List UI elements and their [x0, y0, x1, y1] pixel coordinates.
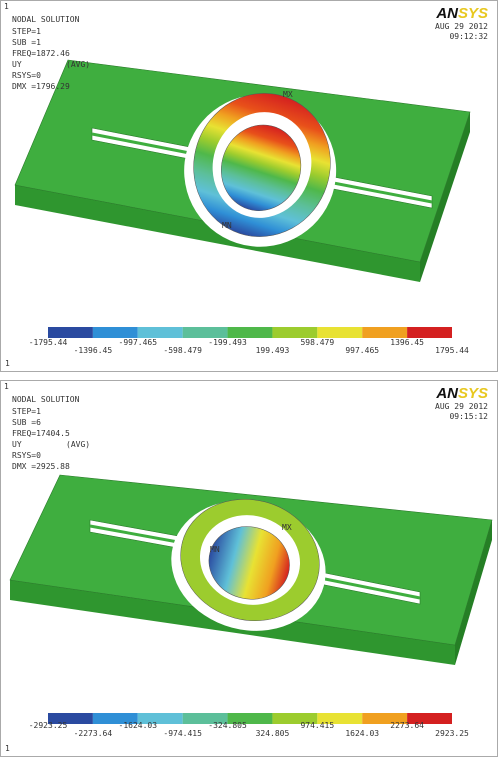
legend-label: 324.805 [256, 729, 290, 738]
avg-label: (AVG) [66, 60, 90, 69]
info-line: FREQ=17404.5 [12, 429, 70, 438]
colorbar-segment [182, 713, 228, 724]
legend-label: -1624.03 [119, 721, 158, 730]
legend-label: -2923.25 [29, 721, 68, 730]
legend-label: -2273.64 [74, 729, 113, 738]
legend-label: -974.415 [163, 729, 202, 738]
legend-label: 1795.44 [435, 346, 469, 355]
info-line: FREQ=1872.46 [12, 49, 70, 58]
max-label: MX [283, 90, 293, 99]
disk [221, 124, 302, 211]
info-line: RSYS=0 [12, 451, 41, 460]
logo: ANSYS [435, 5, 488, 22]
corner-number: 1 [4, 382, 9, 391]
info-line: DMX =1796.29 [12, 82, 70, 91]
plate-side [420, 112, 470, 282]
time: 09:15:12 [449, 412, 488, 421]
legend-label: 997.465 [345, 346, 379, 355]
disk [208, 526, 290, 600]
colorbar-segment [92, 327, 138, 338]
colorbar-segment [137, 713, 183, 724]
legend-label: -997.465 [119, 338, 158, 347]
colorbar-segment [182, 327, 228, 338]
colorbar-segment [407, 713, 452, 724]
plate-side [455, 520, 492, 665]
colorbar-segment [227, 327, 273, 338]
info-line: STEP=1 [12, 27, 41, 36]
legend-label: 974.415 [300, 721, 334, 730]
min-label: MN [210, 545, 220, 554]
legend-label: -1396.45 [74, 346, 113, 355]
logo-sys: SYS [458, 5, 488, 22]
legend-label: 199.493 [256, 346, 290, 355]
legend-label: 598.479 [300, 338, 334, 347]
bottom-number: 1 [5, 744, 10, 753]
date: AUG 29 2012 [435, 22, 488, 31]
legend-label: 1624.03 [345, 729, 379, 738]
colorbar-segment [317, 713, 363, 724]
avg-label: (AVG) [66, 440, 90, 449]
colorbar-segment [92, 713, 138, 724]
colorbar-segment [407, 327, 452, 338]
logo-sys: SYS [458, 385, 488, 402]
info-line: DMX =2925.88 [12, 462, 70, 471]
title: NODAL SOLUTION [12, 15, 80, 24]
legend-label: -324.805 [208, 721, 247, 730]
min-label: MN [222, 221, 232, 230]
colorbar-segment [48, 327, 93, 338]
date: AUG 29 2012 [435, 402, 488, 411]
logo: ANSYS [435, 385, 488, 402]
legend-label: 1396.45 [390, 338, 424, 347]
legend-label: -598.479 [163, 346, 202, 355]
slot-beam [91, 132, 206, 158]
colorbar-segment [317, 327, 363, 338]
colorbar-segment [137, 327, 183, 338]
colorbar-segment [48, 713, 93, 724]
legend-label: -1795.44 [29, 338, 68, 347]
info-line: RSYS=0 [12, 71, 41, 80]
logo-an: AN [435, 385, 459, 402]
info-line: SUB =6 [12, 418, 41, 427]
logo-an: AN [435, 5, 459, 22]
legend-label: 2273.64 [390, 721, 424, 730]
info-line: UY [12, 440, 22, 449]
max-label: MX [282, 523, 292, 532]
colorbar-segment [272, 713, 318, 724]
corner-number: 1 [4, 2, 9, 11]
slot-beam [317, 178, 433, 204]
info-line: STEP=1 [12, 407, 41, 416]
bottom-number: 1 [5, 359, 10, 368]
colorbar-segment [272, 327, 318, 338]
title: NODAL SOLUTION [12, 395, 80, 404]
colorbar-segment [362, 713, 408, 724]
slot-beam [319, 576, 421, 600]
legend-label: -199.493 [208, 338, 247, 347]
info-line: SUB =1 [12, 38, 41, 47]
colorbar-segment [362, 327, 408, 338]
colorbar-segment [227, 713, 273, 724]
legend-label: 2923.25 [435, 729, 469, 738]
time: 09:12:32 [449, 32, 488, 41]
info-line: UY [12, 60, 22, 69]
